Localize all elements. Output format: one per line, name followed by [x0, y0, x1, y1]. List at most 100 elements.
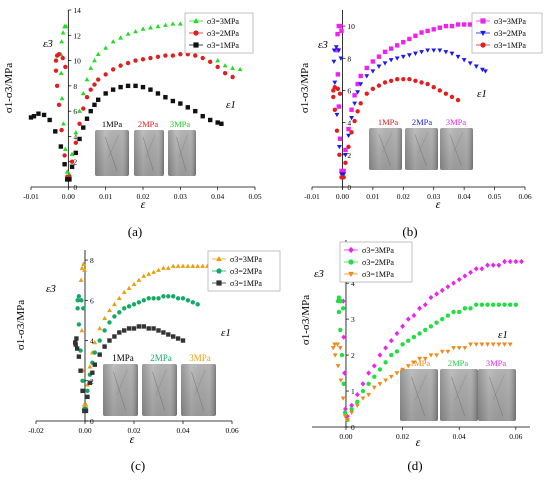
y-tick-label: 4 — [90, 337, 94, 346]
data-point — [344, 413, 350, 419]
data-point — [462, 306, 468, 311]
data-point — [69, 151, 75, 156]
y-axis-title: σ1-σ3/MPa — [300, 295, 312, 345]
rock-specimen-crack — [191, 371, 205, 411]
x-tick-label: 0.01 — [99, 192, 112, 201]
photo-label-2mpa: 2MPa — [412, 117, 433, 127]
legend-marker — [216, 280, 222, 286]
data-point — [376, 83, 382, 88]
data-point — [352, 118, 357, 124]
data-point — [165, 265, 171, 270]
x-tick-label: 0.00 — [339, 432, 352, 441]
legend-label: σ3=2MPa — [362, 258, 394, 267]
data-point — [177, 21, 183, 26]
data-point — [62, 146, 68, 151]
rock-specimen-crack — [411, 376, 425, 416]
data-point — [79, 327, 85, 333]
data-point — [490, 342, 496, 347]
legend-label: σ3=1MPa — [362, 270, 394, 279]
legend-label: σ3=2MPa — [207, 29, 239, 38]
data-point — [332, 107, 338, 112]
data-point — [76, 322, 82, 327]
x-tick-label: 0.06 — [509, 432, 522, 441]
data-point — [107, 307, 112, 313]
data-point — [330, 346, 336, 351]
data-point — [195, 263, 201, 268]
data-point — [185, 263, 191, 268]
x-tick-label: 0.04 — [211, 192, 224, 201]
data-point — [388, 338, 394, 344]
data-point — [59, 39, 65, 44]
data-point — [85, 388, 90, 394]
data-point — [400, 342, 405, 347]
rock-specimen-photo — [478, 369, 516, 421]
data-point — [102, 328, 107, 333]
data-point — [146, 296, 151, 301]
legend-marker — [480, 30, 486, 36]
x-tick-label: 0.02 — [396, 432, 409, 441]
data-point — [502, 342, 507, 347]
data-point — [349, 130, 354, 135]
data-point — [148, 55, 153, 61]
data-point — [360, 388, 366, 394]
x-tick-label: 0.05 — [488, 192, 501, 201]
legend-label: σ3=1MPa — [494, 41, 526, 50]
axial-strain-label: ε1 — [226, 99, 236, 111]
data-point — [349, 410, 355, 416]
data-point — [434, 291, 439, 297]
data-point — [103, 45, 109, 50]
photo-label-2mpa: 2MPa — [150, 353, 172, 363]
data-point — [382, 49, 388, 55]
data-point — [358, 73, 363, 79]
y-tick-label: 2 — [347, 151, 351, 160]
data-point — [83, 402, 89, 407]
data-point — [67, 177, 72, 182]
data-point — [335, 86, 341, 92]
legend-label: σ3=1MPa — [230, 279, 262, 288]
photo-label-2mpa: 2MPa — [448, 358, 469, 368]
data-point — [425, 81, 430, 87]
data-point — [349, 107, 354, 112]
rock-specimen-shading — [142, 364, 177, 416]
rock-specimen-crack — [176, 136, 187, 172]
data-point — [53, 129, 58, 134]
data-point — [118, 63, 123, 68]
data-point — [75, 306, 80, 311]
rock-specimen-photo — [369, 128, 402, 170]
data-point — [80, 378, 85, 383]
data-point — [146, 271, 152, 276]
data-point — [215, 64, 220, 70]
data-point — [419, 30, 424, 35]
data-point — [148, 87, 153, 92]
x-tick-label: 0.03 — [427, 192, 440, 201]
data-point — [69, 159, 75, 164]
data-point — [78, 348, 83, 353]
data-point — [417, 305, 423, 311]
data-point — [141, 324, 146, 329]
data-point — [237, 66, 243, 72]
data-point — [349, 406, 354, 412]
data-point — [59, 127, 64, 133]
photo-label-1mpa: 1MPa — [410, 358, 431, 368]
data-point — [87, 364, 93, 369]
data-point — [133, 83, 138, 89]
data-point — [111, 301, 117, 307]
x-tick-label: 0.02 — [136, 192, 149, 201]
data-point — [456, 346, 462, 351]
x-tick-label: 0.02 — [397, 192, 410, 201]
x-axis-title: ε — [130, 432, 135, 446]
data-point — [171, 334, 176, 339]
data-point — [401, 76, 406, 82]
data-point — [96, 77, 101, 82]
rock-specimen-photo — [142, 364, 177, 416]
y-tick-label: 10 — [347, 22, 355, 31]
data-point — [175, 336, 181, 341]
data-point — [462, 273, 468, 279]
data-point — [502, 258, 507, 265]
data-point — [92, 82, 97, 87]
photo-label-1mpa: 1MPa — [102, 119, 123, 129]
y-tick-label: 0 — [347, 183, 351, 192]
data-point — [338, 378, 344, 383]
data-point — [474, 302, 479, 307]
rock-specimen-shading — [440, 369, 478, 421]
